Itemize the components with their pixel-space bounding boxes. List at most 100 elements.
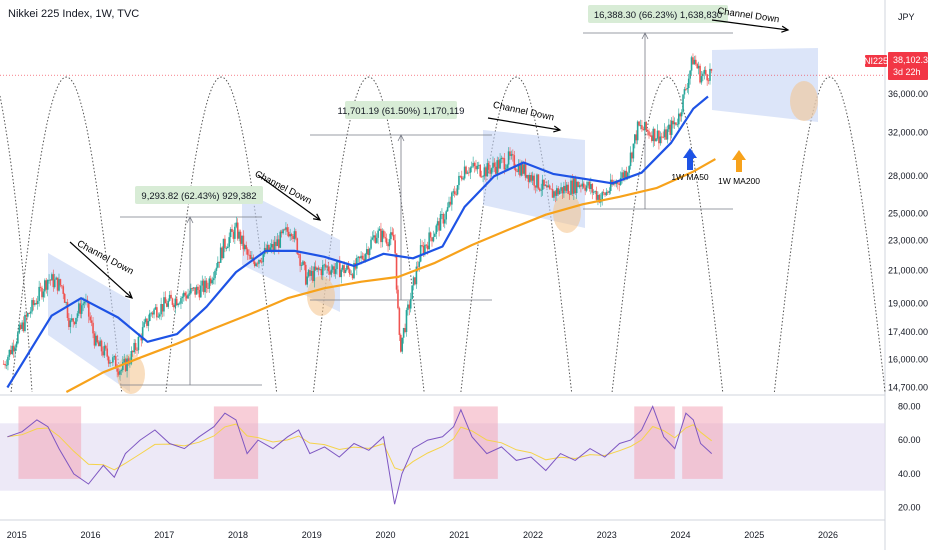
price-tag-countdown: 3d 22h	[893, 67, 921, 77]
candle-body	[299, 254, 301, 266]
candle-body	[502, 157, 504, 159]
price-tick: 17,400.00	[888, 327, 928, 337]
candle-body	[41, 287, 43, 298]
candle-body	[438, 221, 440, 231]
candle-body	[577, 181, 579, 187]
candle-body	[434, 233, 436, 237]
candle-body	[662, 136, 664, 138]
price-tick: 16,000.00	[888, 355, 928, 365]
candle-body	[480, 176, 483, 178]
candle-body	[478, 164, 480, 166]
candle-body	[486, 163, 489, 177]
channel-down-arrow	[257, 174, 321, 221]
candle-body	[360, 255, 362, 259]
candle-body	[221, 247, 223, 259]
candle-body	[479, 164, 482, 177]
candle-body	[302, 261, 304, 265]
candle-body	[353, 263, 355, 279]
candle-body	[170, 294, 172, 299]
measure-arrow	[397, 134, 405, 142]
candle-body	[619, 177, 622, 185]
candle-body	[541, 179, 544, 190]
candle-body	[44, 280, 46, 292]
time-tick: 2015	[7, 530, 27, 540]
candle-body	[69, 320, 72, 328]
candle-body	[460, 176, 463, 180]
candle-body	[693, 59, 696, 65]
candle-body	[285, 227, 287, 230]
candle-body	[364, 254, 367, 261]
time-tick: 2022	[523, 530, 543, 540]
candle-body	[397, 289, 399, 309]
candle-body	[96, 335, 99, 343]
candle-body	[500, 157, 503, 160]
candle-body	[568, 193, 571, 195]
candle-body	[490, 168, 493, 174]
candle-body	[384, 237, 387, 239]
candle-body	[202, 280, 205, 293]
candle-body	[137, 336, 140, 351]
candle-body	[35, 303, 38, 305]
candle-body	[448, 201, 450, 208]
candle-body	[187, 294, 189, 299]
candle-body	[629, 152, 632, 167]
candle-body	[581, 183, 584, 187]
price-pane: 9,293.82 (62.43%) 929,382 11,701.19 (61.5…	[0, 5, 885, 394]
bottom-circle	[790, 81, 818, 121]
candle-body	[194, 287, 196, 295]
candle-body	[239, 231, 242, 244]
candle-body	[218, 261, 221, 263]
candle-body	[126, 358, 128, 372]
candle-body	[65, 302, 67, 303]
candle-body	[565, 184, 568, 191]
candle-body	[131, 351, 134, 353]
candle-body	[146, 318, 148, 326]
candle-body	[317, 267, 320, 270]
candle-body	[123, 359, 126, 363]
candle-body	[24, 314, 26, 332]
candle-body	[208, 278, 211, 289]
candle-body	[687, 78, 690, 89]
candle-body	[415, 266, 418, 285]
candle-body	[710, 68, 713, 71]
candle-body	[408, 304, 411, 309]
time-tick: 2020	[375, 530, 395, 540]
candle-body	[702, 73, 704, 77]
candle-body	[707, 80, 710, 82]
candle-body	[574, 178, 577, 194]
candle-body	[183, 292, 185, 297]
candle-body	[241, 235, 243, 244]
candle-body	[97, 342, 100, 347]
candle-body	[235, 222, 238, 227]
measure-label: 16,388.30 (66.23%) 1,638,830	[594, 10, 722, 21]
candle-body	[692, 57, 694, 65]
measure-label-box	[135, 186, 263, 204]
candle-body	[567, 184, 569, 194]
candle-body	[2, 363, 5, 365]
candle-body	[476, 165, 479, 170]
price-tag-value: 38,102.37	[893, 55, 932, 65]
candle-body	[680, 112, 683, 117]
candle-body	[651, 135, 653, 142]
candle-body	[690, 57, 693, 71]
candle-body	[682, 94, 684, 113]
candle-body	[70, 318, 73, 321]
candle-body	[645, 122, 647, 131]
candle-body	[452, 191, 455, 193]
candle-body	[72, 318, 74, 322]
candle-body	[673, 122, 676, 125]
candle-body	[497, 160, 500, 169]
candle-body	[272, 243, 274, 250]
candle-body	[669, 124, 672, 135]
candle-body	[39, 286, 42, 288]
candle-body	[509, 151, 511, 156]
candle-body	[493, 162, 496, 167]
candle-body	[4, 364, 6, 366]
candle-body	[695, 59, 697, 65]
candle-body	[163, 297, 165, 312]
candle-body	[214, 270, 216, 279]
ma200-line	[65, 158, 716, 393]
candle-body	[167, 300, 170, 307]
